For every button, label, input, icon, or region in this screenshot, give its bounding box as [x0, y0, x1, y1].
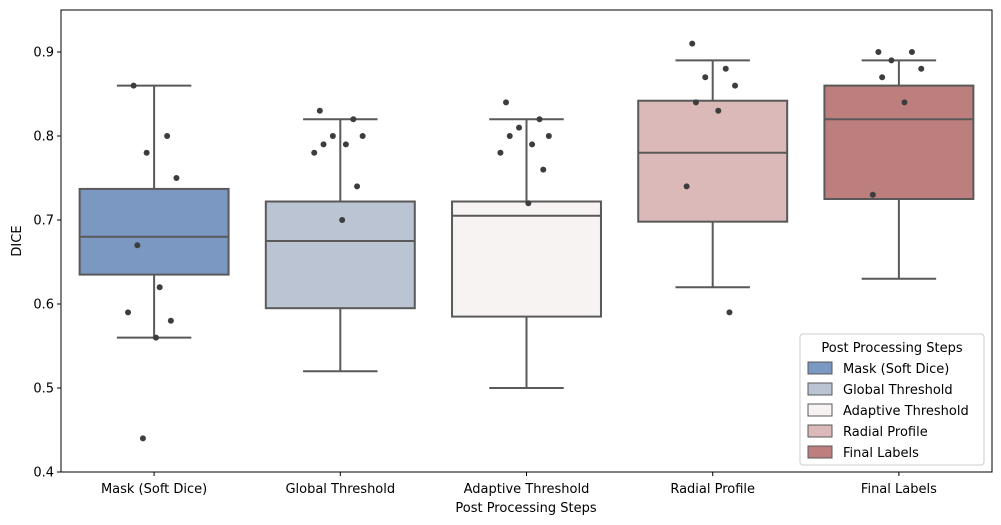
legend-label: Mask (Soft Dice) [843, 362, 949, 377]
data-point [350, 116, 357, 123]
data-point [875, 49, 882, 55]
x-axis-ticks: Mask (Soft Dice) Global Threshold Adaptive… [101, 472, 937, 497]
legend: Post Processing Steps Mask (Soft Dice) Gl… [799, 333, 985, 466]
box-group [264, 107, 416, 373]
data-point [888, 57, 895, 64]
legend-title: Post Processing Steps [821, 341, 962, 356]
data-point [164, 133, 171, 139]
y-axis-ticks: 0.4 0.5 0.6 0.7 0.8 0.9 [33, 46, 61, 481]
data-point [879, 74, 886, 81]
data-point [354, 183, 361, 190]
y-tick-label: 0.6 [33, 298, 54, 313]
box [264, 200, 416, 310]
legend-label: Radial Profile [843, 425, 928, 440]
y-tick-label: 0.4 [33, 466, 54, 481]
box [451, 200, 602, 318]
data-point [152, 334, 159, 341]
data-point [173, 175, 180, 181]
y-axis-label: DICE [10, 225, 25, 256]
x-tick-label: Final Labels [861, 482, 937, 497]
x-axis-label: Post Processing Steps [455, 501, 596, 516]
data-point [359, 133, 366, 139]
legend-label: Final Labels [843, 446, 919, 461]
box-group [451, 99, 602, 389]
x-tick-label: Radial Profile [670, 482, 755, 497]
data-point [320, 141, 327, 148]
data-point [156, 284, 163, 291]
box-group [637, 40, 789, 316]
y-tick-label: 0.5 [33, 382, 54, 397]
y-tick-label: 0.7 [33, 214, 54, 229]
plot-area [78, 40, 975, 442]
data-point [316, 107, 323, 114]
legend-swatch [807, 445, 833, 459]
box [823, 84, 975, 200]
data-point [536, 116, 543, 123]
data-point [689, 40, 696, 47]
data-point [908, 49, 915, 55]
data-point [143, 149, 150, 156]
y-tick-label: 0.8 [33, 130, 54, 145]
legend-swatch [807, 382, 833, 396]
data-point [329, 133, 336, 139]
box [637, 99, 789, 223]
legend-frame [799, 333, 985, 466]
data-point [130, 82, 137, 89]
data-point [692, 99, 699, 106]
legend-label: Adaptive Threshold [843, 404, 969, 419]
data-point [525, 200, 532, 207]
data-point [311, 149, 318, 156]
data-point [540, 166, 547, 173]
data-point [683, 183, 690, 190]
data-point [702, 74, 709, 81]
data-point [869, 191, 876, 198]
x-tick-label: Global Threshold [285, 482, 395, 497]
data-point [529, 141, 536, 148]
data-point [715, 107, 722, 114]
legend-swatch [807, 403, 833, 417]
x-tick-label: Adaptive Threshold [464, 482, 590, 497]
legend-label: Global Threshold [843, 383, 953, 398]
data-point [503, 99, 510, 106]
data-point [125, 309, 132, 316]
data-point [134, 242, 141, 249]
box-group [78, 82, 230, 442]
data-point [732, 82, 739, 89]
data-point [139, 435, 146, 442]
data-point [918, 65, 925, 72]
data-point [167, 317, 174, 324]
data-point [901, 99, 908, 106]
data-point [342, 141, 349, 148]
data-point [545, 133, 552, 139]
box-group [823, 49, 975, 280]
data-point [339, 217, 346, 223]
data-point [722, 65, 729, 72]
data-point [497, 149, 504, 156]
x-tick-label: Mask (Soft Dice) [101, 482, 207, 497]
data-point [516, 124, 523, 131]
box [78, 187, 230, 276]
legend-swatch [807, 361, 833, 375]
legend-swatch [807, 424, 833, 438]
data-point [506, 133, 513, 139]
data-point [726, 309, 733, 316]
y-tick-label: 0.9 [33, 46, 54, 61]
